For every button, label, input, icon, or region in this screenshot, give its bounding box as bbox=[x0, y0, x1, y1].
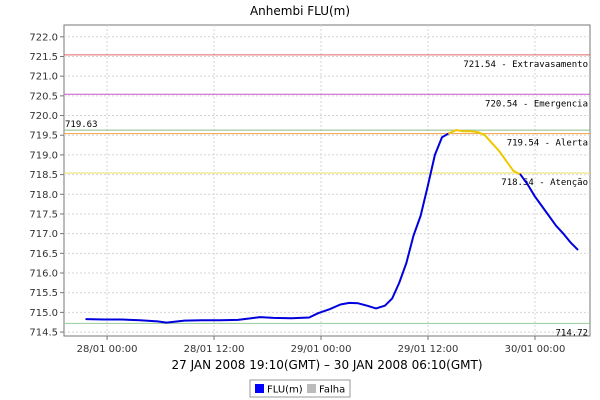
threshold-label: 719.54 - Alerta bbox=[507, 139, 588, 149]
x-axis-label: 27 JAN 2008 19:10(GMT) – 30 JAN 2008 06:… bbox=[171, 358, 482, 372]
threshold-label: 719.63 bbox=[65, 120, 98, 130]
y-tick-label: 715.5 bbox=[29, 288, 58, 299]
y-tick-label: 715.0 bbox=[29, 308, 58, 319]
threshold-label: 714.72 bbox=[555, 328, 588, 338]
y-tick-label: 718.0 bbox=[29, 190, 58, 201]
y-axis: 722.0 721.5 721.0 720.5 720.0 719.5 719.0 718.5… bbox=[29, 32, 64, 339]
y-tick-label: 719.5 bbox=[29, 131, 58, 142]
x-tick-label: 28/01 00:00 bbox=[77, 344, 138, 355]
series-line bbox=[519, 173, 579, 251]
y-tick-label: 719.0 bbox=[29, 150, 58, 161]
legend-box bbox=[249, 379, 351, 398]
threshold-label: 718.54 - Atenção bbox=[501, 178, 588, 188]
series-line bbox=[85, 132, 451, 324]
plot-area bbox=[63, 24, 591, 337]
y-tick-label: 721.5 bbox=[29, 52, 58, 63]
y-tick-label: 717.0 bbox=[29, 229, 58, 240]
series-lines bbox=[85, 129, 579, 324]
y-tick-label: 716.5 bbox=[29, 249, 58, 260]
legend: FLU(m) Falha bbox=[249, 379, 351, 398]
threshold-lines: 721.54 - Extravasamento 720.54 - Emergenc… bbox=[64, 54, 590, 338]
legend-swatch bbox=[255, 384, 264, 393]
y-tick-label: 720.5 bbox=[29, 91, 58, 102]
legend-swatch bbox=[307, 384, 316, 393]
y-tick-label: 720.0 bbox=[29, 111, 58, 122]
y-tick-label: 721.0 bbox=[29, 72, 58, 83]
legend-label: Falha bbox=[319, 385, 345, 396]
threshold-label: 721.54 - Extravasamento bbox=[463, 60, 588, 70]
series-line bbox=[448, 129, 522, 176]
x-tick-label: 29/01 12:00 bbox=[398, 344, 459, 355]
threshold-label: 720.54 - Emergencia bbox=[485, 99, 588, 109]
y-tick-label: 717.5 bbox=[29, 209, 58, 220]
y-tick-label: 716.0 bbox=[29, 269, 58, 280]
y-tick-label: 714.5 bbox=[29, 328, 58, 339]
chart-title: Anhembi FLU(m) bbox=[250, 4, 350, 18]
x-tick-label: 30/01 00:00 bbox=[505, 344, 566, 355]
x-axis: 28/01 00:00 28/01 12:00 29/01 00:00 29/01 1… bbox=[77, 336, 566, 355]
x-tick-label: 28/01 12:00 bbox=[184, 344, 245, 355]
y-tick-label: 718.5 bbox=[29, 170, 58, 181]
x-tick-label: 29/01 00:00 bbox=[291, 344, 352, 355]
y-tick-label: 722.0 bbox=[29, 32, 58, 43]
legend-label: FLU(m) bbox=[267, 385, 303, 396]
